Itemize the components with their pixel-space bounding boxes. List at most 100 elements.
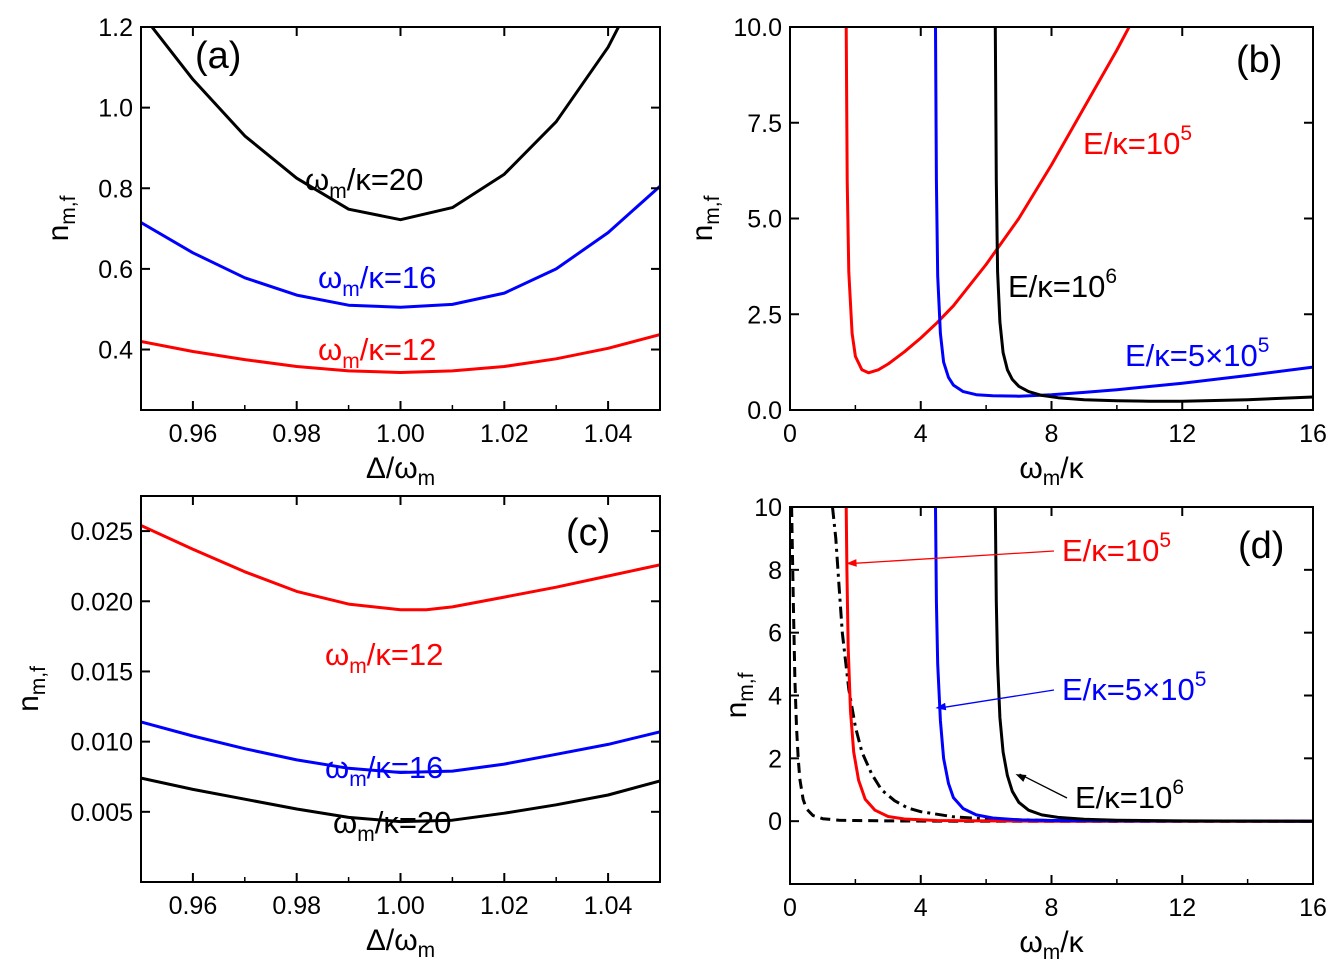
x-tick-label: 4 xyxy=(914,420,928,448)
series-line-b-1 xyxy=(934,27,1313,398)
series-annotation: ωm/κ=12 xyxy=(318,332,436,373)
x-axis-label-sub: m xyxy=(418,467,436,490)
y-tick-label: 0.0 xyxy=(747,397,782,425)
y-tick-label: 0.015 xyxy=(70,658,133,686)
annotation-sub: m xyxy=(342,278,360,301)
annotation-arrowhead xyxy=(935,702,947,711)
series-line-d-3 xyxy=(934,507,1313,823)
annotation-tail: /κ=20 xyxy=(347,162,424,197)
y-tick-label: 6 xyxy=(768,620,782,648)
panel-b: 0 4 8 12 16 0.0 2.5 5.0 7.5 10.0 ωm/κ nm,f (b) E/κ=10… xyxy=(686,14,1327,490)
annotation-arrowhead xyxy=(1015,774,1027,782)
annotation-text: E/κ=5×10 xyxy=(1062,672,1195,707)
annotation-sub: m xyxy=(357,823,375,846)
x-tick-label: 1.04 xyxy=(584,892,633,920)
x-axis-label-main: Δ/ω xyxy=(366,924,418,957)
x-axis-label: Δ/ωm xyxy=(366,924,435,962)
annotation-sub: m xyxy=(349,655,367,678)
series-annotation: E/κ=106 xyxy=(1075,776,1184,815)
series-annotation: E/κ=5×105 xyxy=(1125,334,1269,373)
x-tick-label: 4 xyxy=(914,894,928,922)
x-tick-label: 0.96 xyxy=(169,420,218,448)
y-axis-label: nm,f xyxy=(12,666,50,712)
annotation-text: E/κ=10 xyxy=(1062,533,1159,568)
annotation-sup: 6 xyxy=(1105,265,1117,288)
y-axis-label-main: n xyxy=(42,225,75,242)
series-line-a-1 xyxy=(141,185,660,309)
annotation-arrow xyxy=(1019,773,1068,799)
annotation-text: E/κ=10 xyxy=(1083,126,1180,161)
annotation-tail: /κ=20 xyxy=(375,805,452,840)
x-tick-label: 1.00 xyxy=(376,420,425,448)
annotation-sub: m xyxy=(349,768,367,791)
annotation-text: ω xyxy=(325,637,349,672)
y-axis-label-main: n xyxy=(12,695,45,712)
x-tick-label: 0.98 xyxy=(272,892,321,920)
y-tick-label: 0.4 xyxy=(98,337,133,365)
annotation-arrow xyxy=(850,550,1055,565)
x-tick-label: 8 xyxy=(1045,894,1059,922)
x-axis-label: ωm/κ xyxy=(1019,926,1084,964)
x-tick-label: 0.96 xyxy=(169,892,218,920)
annotation-tail: /κ=16 xyxy=(360,260,437,295)
y-tick-label: 1.2 xyxy=(98,14,133,42)
series-line-d-4 xyxy=(993,507,1313,823)
x-axis-label-sub: m xyxy=(418,939,436,962)
series-line-d-1 xyxy=(831,507,1117,823)
y-tick-label: 0.010 xyxy=(70,729,133,757)
y-axis-label-main: n xyxy=(720,702,753,719)
y-tick-label: 2.5 xyxy=(747,301,782,329)
annotation-tail: /κ=12 xyxy=(367,637,444,672)
panel-a: 0.96 0.98 1.00 1.02 1.040.40.60.81.01.2Δ/ωmn… xyxy=(42,14,661,490)
y-tick-label: 0.8 xyxy=(98,175,133,203)
x-tick-label: 1.04 xyxy=(584,420,633,448)
y-axis-label: nm,f xyxy=(42,195,80,241)
annotation-text: ω xyxy=(318,260,342,295)
annotation-text: ω xyxy=(305,162,329,197)
panel-c: 0.96 0.98 1.00 1.02 1.04 0.005 0.010 0.015 0.020… xyxy=(12,495,661,962)
series-line-a-0 xyxy=(150,27,621,222)
series-line-d-2 xyxy=(844,507,1313,823)
x-tick-label: 12 xyxy=(1168,894,1196,922)
x-tick-label: 0 xyxy=(783,420,797,448)
x-axis-label-main: Δ/ω xyxy=(366,452,418,485)
annotation-arrowhead xyxy=(846,559,857,567)
series-line-c-1 xyxy=(141,720,660,774)
series-line-b-0 xyxy=(844,27,1131,375)
y-tick-label: 0.6 xyxy=(98,256,133,284)
y-tick-label: 7.5 xyxy=(747,110,782,138)
annotation-tail: /κ=16 xyxy=(367,750,444,785)
y-tick-label: 4 xyxy=(768,683,782,711)
y-axis-label-main: n xyxy=(686,225,719,242)
series-line-b-2 xyxy=(993,27,1313,403)
y-tick-label: 0 xyxy=(768,808,782,836)
annotation-text: E/κ=10 xyxy=(1075,780,1172,815)
y-axis-label: nm,f xyxy=(720,672,758,718)
x-tick-label: 0.98 xyxy=(272,420,321,448)
annotation-text: ω xyxy=(318,332,342,367)
series-annotation: ωm/κ=16 xyxy=(325,750,443,791)
y-tick-label: 5.0 xyxy=(747,206,782,234)
x-tick-label: 12 xyxy=(1168,420,1196,448)
annotation-text: ω xyxy=(325,750,349,785)
series-annotation: ωm/κ=20 xyxy=(305,162,423,203)
series-annotation: ωm/κ=16 xyxy=(318,260,436,301)
y-tick-label: 10 xyxy=(754,494,782,522)
series-annotation: E/κ=105 xyxy=(1062,529,1171,568)
y-tick-label: 2 xyxy=(768,745,782,773)
series-annotation: E/κ=106 xyxy=(1008,265,1117,304)
x-axis-label-sub: m xyxy=(1043,941,1061,964)
annotation-text: E/κ=5×10 xyxy=(1125,338,1258,373)
annotation-arrow xyxy=(939,689,1055,709)
panel-d: 0 4 8 12 160246810ωm/κnm,f(d)E/κ=105E/κ=5×10… xyxy=(720,494,1327,964)
y-axis-label-sub: m,f xyxy=(27,666,50,695)
annotation-text: ω xyxy=(333,805,357,840)
y-axis-label-sub: m,f xyxy=(735,672,758,701)
series-annotation: ωm/κ=20 xyxy=(333,805,451,846)
annotation-sup: 5 xyxy=(1159,529,1171,552)
annotation-sup: 6 xyxy=(1172,776,1184,799)
series-line-c-2 xyxy=(141,776,660,824)
x-tick-label: 8 xyxy=(1045,420,1059,448)
annotation-sub: m xyxy=(342,350,360,373)
y-tick-label: 0.025 xyxy=(70,518,133,546)
